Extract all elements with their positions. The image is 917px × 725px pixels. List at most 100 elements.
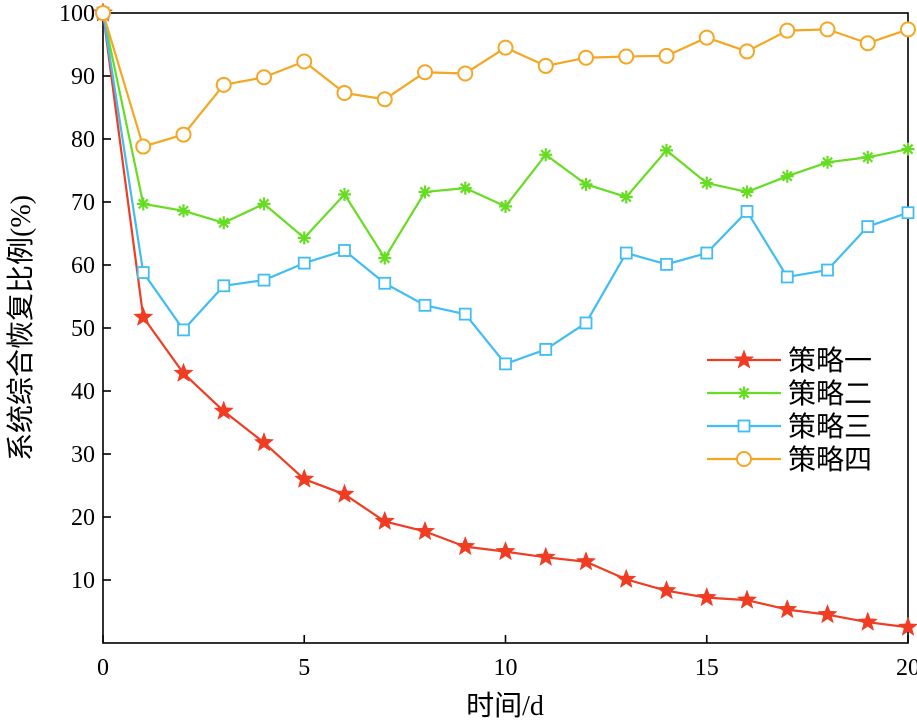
asterisk-marker [217,216,231,230]
series-points-2 [96,6,915,265]
circle-marker [135,138,152,155]
circle-marker [256,69,272,86]
asterisk-stroke [379,252,391,264]
star-marker [173,362,194,383]
asterisk-marker [780,169,794,183]
star-marker [294,468,315,488]
circle-marker [900,21,916,38]
legend-label: 策略四 [788,444,872,476]
asterisk-marker [901,142,915,156]
square-marker [217,279,231,293]
square-marker [378,276,392,290]
star-marker [495,540,516,561]
asterisk-stroke [339,189,350,200]
y-tick-label: 70 [71,190,95,216]
asterisk-stroke [540,149,552,161]
series-markers [92,2,917,636]
x-tick-label: 0 [97,655,109,681]
circle-marker [537,57,554,74]
circle-marker [658,47,675,64]
asterisk-stroke [862,151,874,163]
x-tick-label: 10 [494,655,518,681]
square-marker [619,246,633,260]
star-marker [414,520,436,541]
series-lines [101,12,909,629]
y-tick-label: 30 [71,442,95,468]
series-line-1 [101,12,909,629]
asterisk-marker [737,386,751,400]
asterisk-stroke [137,198,149,210]
asterisk-marker [338,187,351,201]
y-tick-label: 60 [71,253,95,279]
legend-label: 策略一 [788,345,872,377]
asterisk-marker [740,185,754,199]
star-marker [575,551,597,571]
y-tick-label: 100 [59,1,95,27]
axis-ticks [102,12,909,643]
square-marker [901,206,915,220]
y-tick-label: 90 [71,64,95,90]
asterisk-stroke [738,387,750,399]
x-tick-label: 5 [298,655,310,681]
legend-label: 策略二 [788,378,872,410]
asterisk-marker [539,148,553,162]
y-tick-label: 10 [71,568,95,594]
square-marker [338,244,351,257]
square-marker [458,307,472,321]
asterisk-marker [660,143,673,157]
star-marker [733,349,755,369]
x-axis-label: 时间/d [466,690,544,722]
square-marker [499,357,512,371]
star-marker [133,306,154,326]
asterisk-stroke [661,144,672,156]
legend-label: 策略三 [788,411,872,443]
square-marker [861,220,875,233]
square-marker [297,256,311,270]
asterisk-marker [700,176,714,190]
square-marker [740,205,754,218]
asterisk-stroke [822,156,833,168]
square-marker [539,343,553,356]
star-marker [897,616,917,636]
series-line-3 [101,12,909,366]
square-marker [780,270,794,284]
x-tick-label: 15 [695,655,719,681]
asterisk-marker [378,251,392,265]
series-points-4 [95,5,916,155]
y-tick-label: 50 [71,316,95,342]
asterisk-marker [861,150,875,164]
star-marker [253,431,275,452]
star-marker [213,400,234,420]
asterisk-marker [136,197,150,211]
square-marker [737,419,751,433]
star-marker [656,579,677,600]
circle-marker [859,35,876,52]
asterisk-marker [177,204,190,218]
y-tick-label: 20 [71,505,95,531]
square-marker [821,263,834,277]
asterisk-marker [257,197,271,211]
circle-marker [497,39,514,56]
asterisk-marker [418,185,432,199]
asterisk-stroke [419,186,431,198]
asterisk-stroke [459,182,471,194]
circle-marker [175,126,192,143]
square-marker [177,323,190,337]
square-marker [136,266,150,279]
circle-marker [296,53,313,70]
star-marker [374,510,395,531]
circle-marker [736,451,752,467]
asterisk-marker [458,181,472,195]
circle-marker [457,65,474,82]
star-marker [857,611,878,631]
circle-marker [618,48,635,65]
asterisk-marker [499,199,512,213]
y-axis-label: 系统综合恢复比例(%) [5,195,37,461]
circle-marker [95,5,111,21]
asterisk-stroke [701,177,713,189]
asterisk-stroke [781,170,793,182]
star-marker [616,568,637,589]
square-marker [660,257,673,271]
circle-marker [376,91,393,108]
